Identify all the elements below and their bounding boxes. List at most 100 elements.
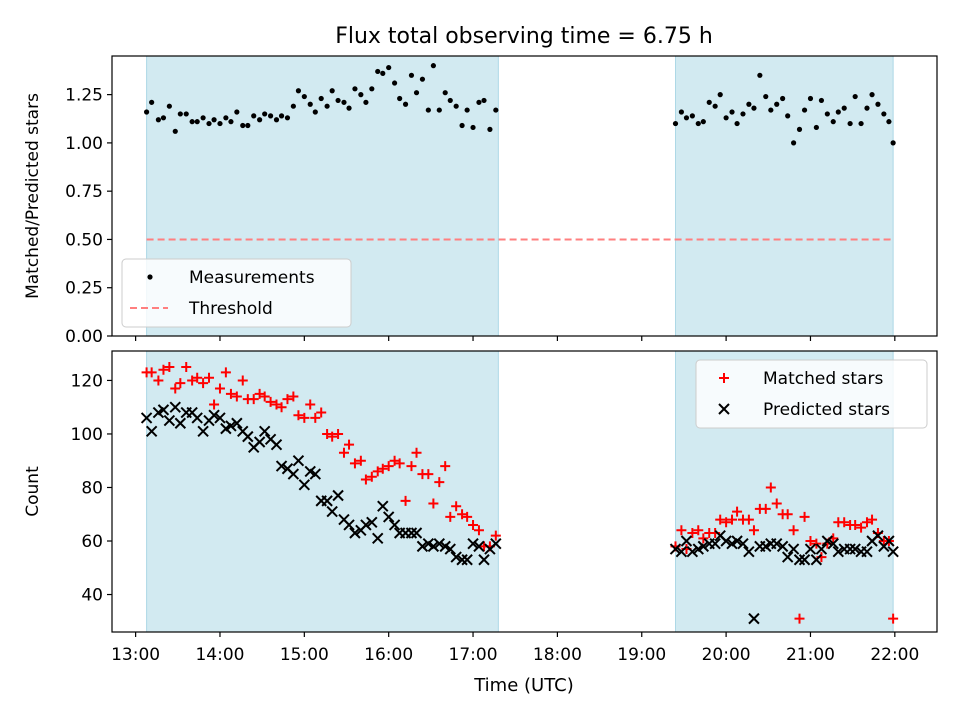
matched-point — [214, 383, 225, 394]
y-tick-label: 0.25 — [65, 279, 103, 299]
y-tick-label: 60 — [81, 532, 103, 552]
matched-point — [743, 514, 754, 525]
predicted-point — [793, 554, 806, 566]
measurement-point — [240, 122, 246, 129]
measurement-point — [290, 103, 296, 109]
measurement-point — [194, 119, 200, 125]
measurement-point — [391, 80, 398, 86]
chart-title: Flux total observing time = 6.75 h — [335, 24, 713, 49]
measurement-point — [841, 105, 847, 111]
measurement-point — [312, 109, 318, 115]
measurement-point — [807, 95, 814, 102]
measurement-point — [717, 92, 723, 98]
legend-marker-measurements — [147, 274, 153, 280]
measurement-point — [712, 103, 718, 109]
predicted-point — [405, 527, 418, 539]
matched-point — [237, 375, 248, 386]
measurement-point — [695, 120, 701, 127]
measurement-point — [790, 140, 797, 146]
predicted-point — [416, 540, 429, 553]
measurement-point — [217, 120, 223, 127]
predicted-point — [298, 479, 311, 491]
y-tick-label: 0.50 — [65, 230, 103, 250]
predicted-point — [844, 543, 856, 555]
matched-point — [344, 439, 355, 450]
measurement-point — [149, 99, 155, 105]
matched-point — [676, 525, 687, 536]
measurement-point — [436, 107, 442, 113]
matched-point — [411, 447, 422, 458]
measurement-point — [257, 117, 263, 123]
measurement-point — [262, 111, 268, 117]
measurement-point — [683, 115, 690, 121]
predicted-point — [669, 543, 682, 555]
matched-point — [490, 530, 501, 541]
measurement-point — [425, 107, 431, 113]
predicted-point — [292, 455, 305, 467]
matched-point — [389, 455, 400, 466]
measurement-point — [470, 124, 476, 131]
predicted-point — [197, 425, 209, 437]
measurement-point — [341, 99, 347, 105]
predicted-point — [258, 425, 271, 437]
measurement-point — [386, 64, 392, 71]
matched-point — [748, 525, 759, 536]
series-measurements — [143, 63, 896, 146]
measurement-point — [352, 86, 358, 92]
matched-point — [282, 394, 293, 405]
predicted-point — [849, 543, 861, 555]
matched-point — [811, 538, 822, 549]
legend-label: Predicted stars — [763, 400, 890, 420]
matched-point — [782, 509, 793, 520]
x-tick-label: 14:00 — [195, 645, 244, 665]
matched-point — [248, 394, 259, 405]
predicted-point — [731, 535, 743, 547]
matched-point — [406, 461, 417, 472]
measurement-point — [881, 111, 887, 117]
matched-point — [293, 410, 304, 421]
measurement-point — [763, 93, 769, 100]
measurement-point — [206, 120, 212, 127]
predicted-point — [140, 412, 153, 424]
bottom-panel-counts: 40 60 80 100 120 13:00 14:00 15:00 16:00 17:00 18:… — [23, 350, 938, 665]
matched-point — [372, 466, 383, 477]
matched-point — [198, 378, 209, 389]
measurement-point — [796, 126, 803, 132]
y-tick-label: 80 — [81, 478, 103, 498]
measurement-point — [864, 105, 870, 111]
predicted-point — [467, 537, 479, 550]
x-tick-label: 22:00 — [870, 645, 919, 665]
legend-marker-predicted — [718, 403, 730, 415]
matched-point — [377, 463, 388, 474]
predicted-point — [771, 537, 783, 550]
matched-point — [839, 517, 850, 528]
matched-point — [850, 519, 861, 530]
matched-point — [423, 469, 434, 480]
measurement-point — [284, 115, 291, 121]
measurement-point — [746, 101, 752, 107]
matched-point — [170, 383, 181, 394]
matched-point — [788, 525, 799, 536]
predicted-point — [287, 468, 300, 480]
measurement-point — [442, 90, 448, 96]
predicted-point — [382, 511, 395, 523]
legend-box — [695, 359, 928, 429]
predicted-point — [461, 554, 473, 566]
matched-point — [158, 364, 169, 375]
matched-point — [181, 362, 192, 373]
measurement-point — [459, 122, 465, 129]
measurement-point — [734, 120, 740, 127]
x-tick-label: 20:00 — [702, 645, 751, 665]
measurement-point — [493, 107, 499, 113]
matched-point — [383, 461, 394, 472]
matched-point — [687, 527, 698, 538]
predicted-point — [343, 519, 355, 531]
x-tick-label: 15:00 — [280, 645, 329, 665]
predicted-point — [208, 409, 220, 421]
matched-point — [799, 511, 810, 522]
predicted-point — [321, 495, 333, 507]
measurement-point — [307, 101, 313, 107]
measurement-point — [729, 109, 735, 115]
matched-point — [366, 471, 377, 482]
